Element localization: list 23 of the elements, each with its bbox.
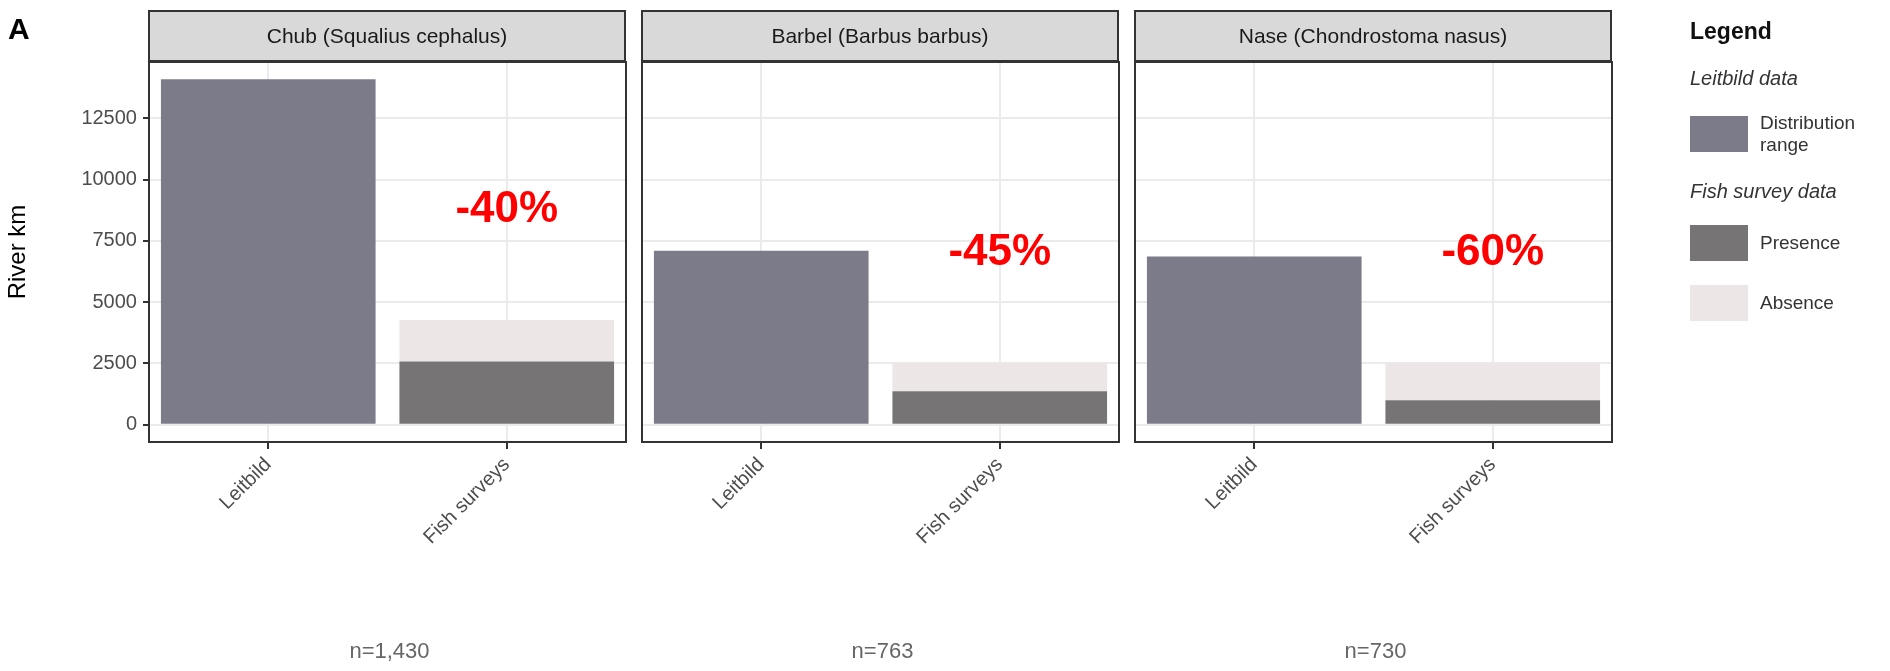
legend-label: Presence [1760, 232, 1842, 254]
legend-label: Absence [1760, 292, 1835, 314]
legend-label: Distribution range [1760, 112, 1857, 156]
chart-title: Barbel (Barbus barbus) [641, 10, 1119, 62]
legend-title: Legend [1690, 18, 1773, 45]
text: n=763 [851, 638, 914, 664]
y-tick-label: 10000 [81, 167, 137, 190]
annotation: -40% [455, 182, 559, 232]
text: n=1,430 [349, 638, 430, 664]
chart-title: Chub (Squalius cephalus) [148, 10, 626, 62]
annotation: -45% [948, 225, 1052, 275]
y-tick-label: 7500 [92, 228, 137, 251]
text: A [8, 12, 30, 46]
y-tick-label: 2500 [92, 350, 137, 373]
y-tick-label: 5000 [92, 289, 137, 312]
chart-title: Nase (Chondrostoma nasus) [1134, 10, 1612, 62]
y-tick-label: 12500 [81, 105, 137, 128]
y-tick-label: 0 [125, 412, 137, 435]
y-axis-title: River km [3, 204, 31, 300]
text: Leitbild data [1690, 67, 1799, 90]
text: Fish survey data [1690, 180, 1838, 203]
annotation: -60% [1441, 225, 1545, 275]
text: n=730 [1344, 638, 1407, 664]
